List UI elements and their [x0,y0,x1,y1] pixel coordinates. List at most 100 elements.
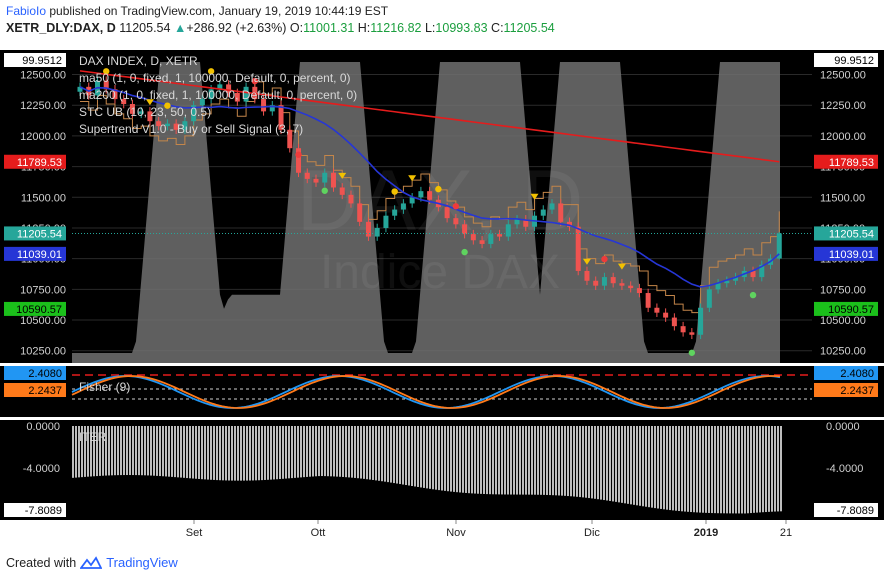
iter-tick-label-left: 0.0000 [26,421,60,433]
iter-bar [690,426,692,513]
iter-histogram [72,426,782,514]
candle-body [418,191,424,198]
iter-bar [93,426,95,477]
iter-bar [279,426,281,480]
candle-body [505,224,511,237]
iter-bar [357,426,359,479]
iter-bar [762,426,764,513]
legend-title[interactable]: DAX INDEX, D, XETR [79,54,198,68]
legend-supertrend[interactable]: Supertrend V1.0 - Buy or Sell Signal (3,… [79,122,303,136]
iter-bar [474,426,476,494]
legend-fisher[interactable]: Fisher (9) [79,380,130,394]
iter-axis[interactable]: 0.0000 0.0000 -4.0000 -4.0000 -7.8089 -7.8089 [4,421,878,517]
candle-body [724,280,730,284]
legend-ma200[interactable]: ma200 (1, 0, fixed, 1, 100000, Default, … [79,88,357,102]
iter-bar [72,426,74,478]
price-badge [814,301,878,316]
iter-bar [594,426,596,499]
iter-bar [582,426,584,498]
iter-bar [675,426,677,511]
iter-badge-label: -7.8089 [25,505,62,517]
candle-body [776,233,782,259]
iter-bar [345,426,347,478]
iter-bar [96,426,98,477]
candle-body [470,234,476,241]
iter-tick-label-right: 0.0000 [826,421,860,433]
signal-dot [601,255,608,263]
iter-bar [168,426,170,477]
fisher-badge [814,366,878,380]
iter-bar [312,426,314,477]
iter-bar [444,426,446,491]
iter-bar [126,426,128,476]
iter-bar [558,426,560,496]
candle-body [400,203,406,210]
iter-bar [243,426,245,481]
iter-bar [198,426,200,479]
iter-bar [612,426,614,502]
iter-bar [246,426,248,481]
legend-iter[interactable]: ITER [79,430,107,444]
iter-bar [177,426,179,478]
candle-body [374,227,380,237]
price-tick-label-right: 12000.00 [820,131,866,143]
iter-bar [420,426,422,488]
price-axis[interactable]: 12500.00 12500.00 12250.00 12250.00 12000.00… [4,53,878,358]
iter-bar [333,426,335,477]
price-tick-label-left: 10500.00 [20,315,66,327]
legend-ma50[interactable]: ma50 (1, 0, fixed, 1, 100000, Default, 0… [79,71,351,85]
price-badge [4,226,66,241]
candle-body [575,226,581,271]
low-value: 10993.83 [435,21,488,35]
signal-markers [103,68,757,356]
iter-bar [486,426,488,495]
time-axis[interactable]: Set Ott Nov Dic 2019 21 [186,520,792,539]
iter-bar [231,426,233,481]
price-badge [814,226,878,241]
iter-bar [774,426,776,512]
iter-bar [315,426,317,477]
iter-bar [195,426,197,479]
iter-bar [669,426,671,511]
candle-body [322,172,328,183]
iter-bar [540,426,542,495]
iter-bar [138,426,140,476]
author-link[interactable]: FabioIo [6,4,47,18]
tradingview-brand-link[interactable]: TradingView [106,555,178,570]
fisher-badge [4,383,66,397]
iter-bar [528,426,530,495]
signal-dot [461,248,468,256]
iter-bar [630,426,632,505]
fisher-axis[interactable]: 2.4080 2.4080 2.2437 2.2437 [4,366,878,397]
iter-bar [105,426,107,476]
iter-bar [681,426,683,512]
tradingview-logo-icon [80,555,103,569]
iter-bar [732,426,734,514]
iter-bar [609,426,611,501]
ma50-line [79,86,780,288]
iter-bar [771,426,773,512]
chart-canvas[interactable]: DAX, D Indice DAX DAX INDEX, D, XETR ma5… [0,40,884,552]
iter-bar [777,426,779,512]
iter-bar [291,426,293,479]
iter-bar [765,426,767,513]
candle-body [427,191,433,200]
candle-body [112,89,118,100]
candle-body [444,207,450,219]
iter-bar [495,426,497,495]
price-tick-label-left: 12000.00 [20,131,66,143]
fisher-lines [71,374,812,409]
iter-bar [621,426,623,503]
candle-body [497,234,503,237]
fisher-badge-label: 2.2437 [28,385,62,397]
iter-bar [303,426,305,478]
price-badge-label: 11039.01 [829,249,874,261]
iter-bar [210,426,212,480]
iter-bar [171,426,173,477]
time-label: Dic [584,527,600,539]
price-badge-label: 11789.53 [17,157,62,169]
price-badge-label: 11039.01 [17,249,62,261]
iter-bar [447,426,449,492]
iter-bar [537,426,539,495]
legend-stc[interactable]: STC UB (10, 23, 50, 0.5) [79,105,211,119]
